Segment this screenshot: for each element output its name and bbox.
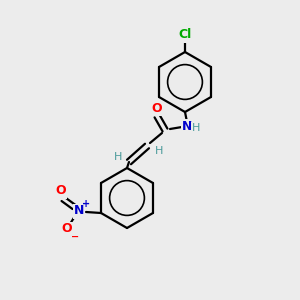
Text: N: N <box>74 205 84 218</box>
Text: +: + <box>82 199 90 209</box>
Text: H: H <box>114 152 122 162</box>
Text: O: O <box>152 101 162 115</box>
Text: O: O <box>62 223 72 236</box>
Text: N: N <box>182 119 192 133</box>
Text: O: O <box>56 184 66 197</box>
Text: H: H <box>192 123 200 133</box>
Text: H: H <box>155 146 163 156</box>
Text: Cl: Cl <box>178 28 192 41</box>
Text: −: − <box>71 232 79 242</box>
